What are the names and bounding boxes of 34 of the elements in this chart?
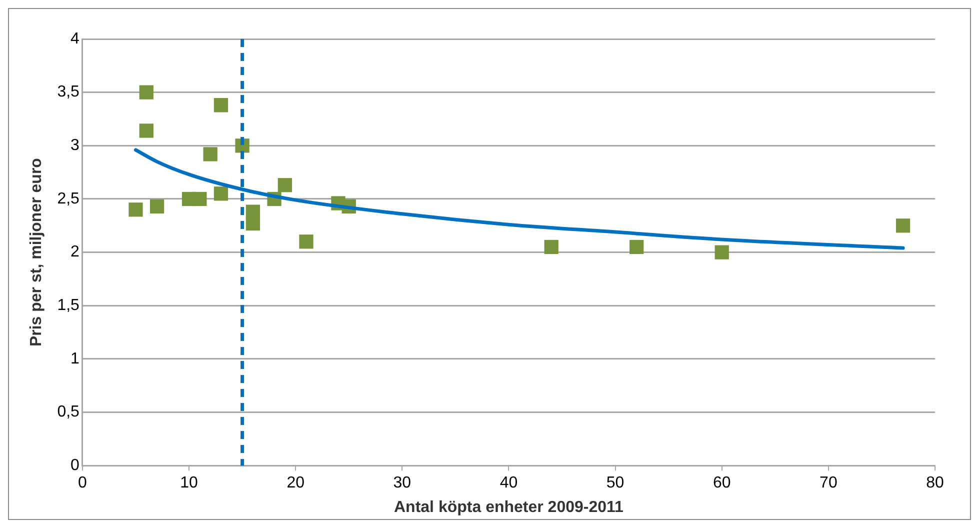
y-tick-label: 4	[70, 30, 80, 48]
x-tick-label: 80	[926, 474, 944, 492]
point	[150, 199, 164, 214]
x-tick-label: 20	[286, 474, 305, 492]
point	[299, 234, 314, 249]
y-tick-label: 1,5	[57, 297, 80, 314]
point	[246, 216, 260, 231]
y-tick-label: 0	[70, 457, 80, 474]
x-axis-title: Antal köpta enheter 2009-2011	[394, 498, 624, 516]
point	[278, 178, 292, 192]
point	[139, 85, 154, 100]
point	[139, 124, 154, 138]
x-tick-label: 10	[180, 474, 198, 492]
x-tick-label: 60	[712, 474, 731, 492]
point	[896, 218, 910, 233]
x-tick-label: 30	[393, 474, 412, 492]
y-tick-label: 3,5	[57, 84, 80, 101]
point	[544, 240, 558, 254]
x-tick-label: 40	[500, 474, 518, 492]
y-tick-label: 1	[70, 350, 80, 368]
point	[630, 240, 644, 254]
x-tick-label: 70	[820, 474, 838, 492]
point	[192, 192, 207, 206]
point	[203, 147, 218, 162]
y-tick-label: 2	[70, 244, 80, 261]
y-tick-label: 0,5	[57, 404, 80, 421]
y-tick-label: 2,5	[57, 190, 80, 208]
x-tick-label: 50	[606, 474, 624, 492]
point	[714, 245, 729, 260]
point	[214, 98, 228, 112]
point	[128, 202, 143, 217]
y-tick-label: 3	[70, 137, 80, 154]
y-axis-title: Pris per st, miljoner euro	[28, 158, 46, 347]
point	[214, 186, 228, 201]
